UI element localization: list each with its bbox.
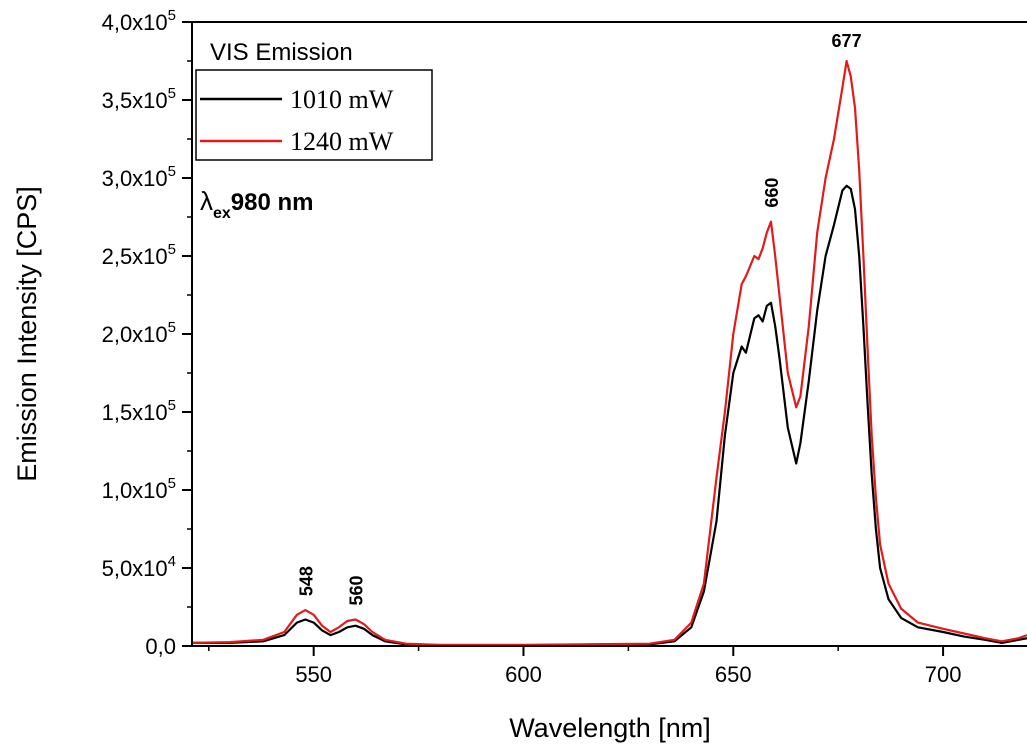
series-line-1010mw <box>192 184 1027 647</box>
series-line-1240mw <box>191 59 1027 646</box>
lambda-symbol: λ <box>200 186 213 216</box>
y-tick-label: 4,0x105 <box>102 7 176 35</box>
lambda-subscript: ex <box>213 205 231 222</box>
y-tick-label: 3,5x105 <box>102 85 176 113</box>
legend: VIS Emission 1010 mW 1240 mW <box>195 39 433 161</box>
y-tick-label: 1,0x105 <box>102 475 176 503</box>
y-tick-label: 1,5x105 <box>102 397 176 425</box>
x-axis-ticks: 550 600 650 700 <box>295 646 961 687</box>
peak-label-560: 560 <box>347 575 367 605</box>
excitation-value: 980 nm <box>231 189 314 216</box>
legend-label-1010mw: 1010 mW <box>290 85 394 114</box>
y-axis-title: Emission Intensity [CPS] <box>12 186 42 482</box>
peak-label-660: 660 <box>762 178 782 208</box>
y-tick-label: 2,0x105 <box>102 319 176 347</box>
series-lines <box>191 59 1027 647</box>
legend-box <box>195 69 433 161</box>
legend-title: VIS Emission <box>210 39 353 66</box>
x-tick-label: 650 <box>715 662 752 687</box>
peak-label-548: 548 <box>296 566 316 596</box>
legend-label-1240mw: 1240 mW <box>290 127 394 156</box>
y-tick-label: 0,0 <box>145 634 176 659</box>
x-axis-title: Wavelength [nm] <box>509 713 711 743</box>
x-tick-label: 600 <box>505 662 542 687</box>
x-tick-label: 700 <box>925 662 962 687</box>
peak-label-677: 677 <box>832 31 862 51</box>
y-axis-ticks: 0,0 5,0x104 1,0x105 1,5x105 2,0x105 2,5x105 3,… <box>102 7 192 659</box>
x-tick-label: 550 <box>295 662 332 687</box>
peak-labels: 548 560 660 677 <box>296 31 861 605</box>
y-tick-label: 5,0x104 <box>102 553 176 581</box>
excitation-annotation: λex980 nm <box>200 186 314 222</box>
y-tick-label: 2,5x105 <box>102 241 176 269</box>
y-tick-label: 3,0x105 <box>102 163 176 191</box>
